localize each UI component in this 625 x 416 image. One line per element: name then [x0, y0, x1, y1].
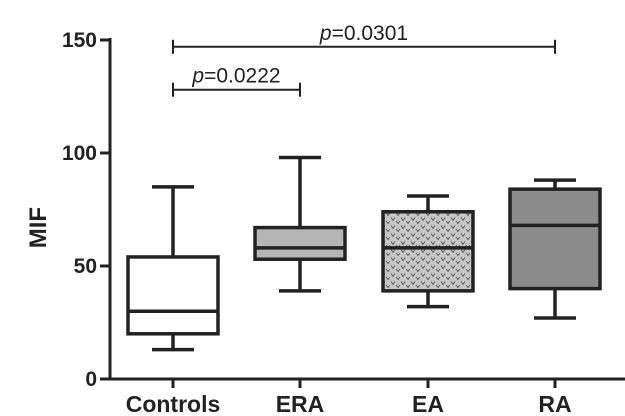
y-tick-label: 150 — [62, 29, 97, 52]
x-category-label: Controls — [126, 391, 221, 416]
box-iqr — [253, 225, 347, 261]
y-tick-label: 100 — [62, 142, 97, 165]
comparison-bracket: p=0.0301 — [172, 22, 556, 54]
box-ra — [508, 178, 602, 320]
p-symbol: p — [319, 22, 332, 45]
box-iqr — [126, 255, 220, 336]
box-iqr — [508, 187, 602, 291]
box-controls — [126, 185, 220, 352]
comparison-bracket: p=0.0222 — [172, 65, 301, 97]
p-value-label: p=0.0222 — [191, 65, 280, 88]
box-ea — [381, 194, 475, 309]
x-category-label: RA — [538, 391, 571, 416]
x-category-label: EA — [412, 391, 444, 416]
x-category-label: ERA — [276, 391, 325, 416]
y-tick-label: 50 — [74, 255, 97, 278]
p-value-label: p=0.0301 — [319, 22, 408, 45]
box-iqr — [381, 210, 475, 293]
y-axis-title: MIF — [25, 207, 52, 248]
axes: 0 50 100 150 MIF Controls ERA EA RA — [25, 29, 625, 416]
p-value: =0.0222 — [204, 65, 281, 88]
p-symbol: p — [191, 65, 204, 88]
y-tick-label: 0 — [85, 368, 97, 391]
box-era — [253, 155, 347, 293]
p-value: =0.0301 — [332, 22, 409, 45]
boxes — [126, 155, 602, 352]
